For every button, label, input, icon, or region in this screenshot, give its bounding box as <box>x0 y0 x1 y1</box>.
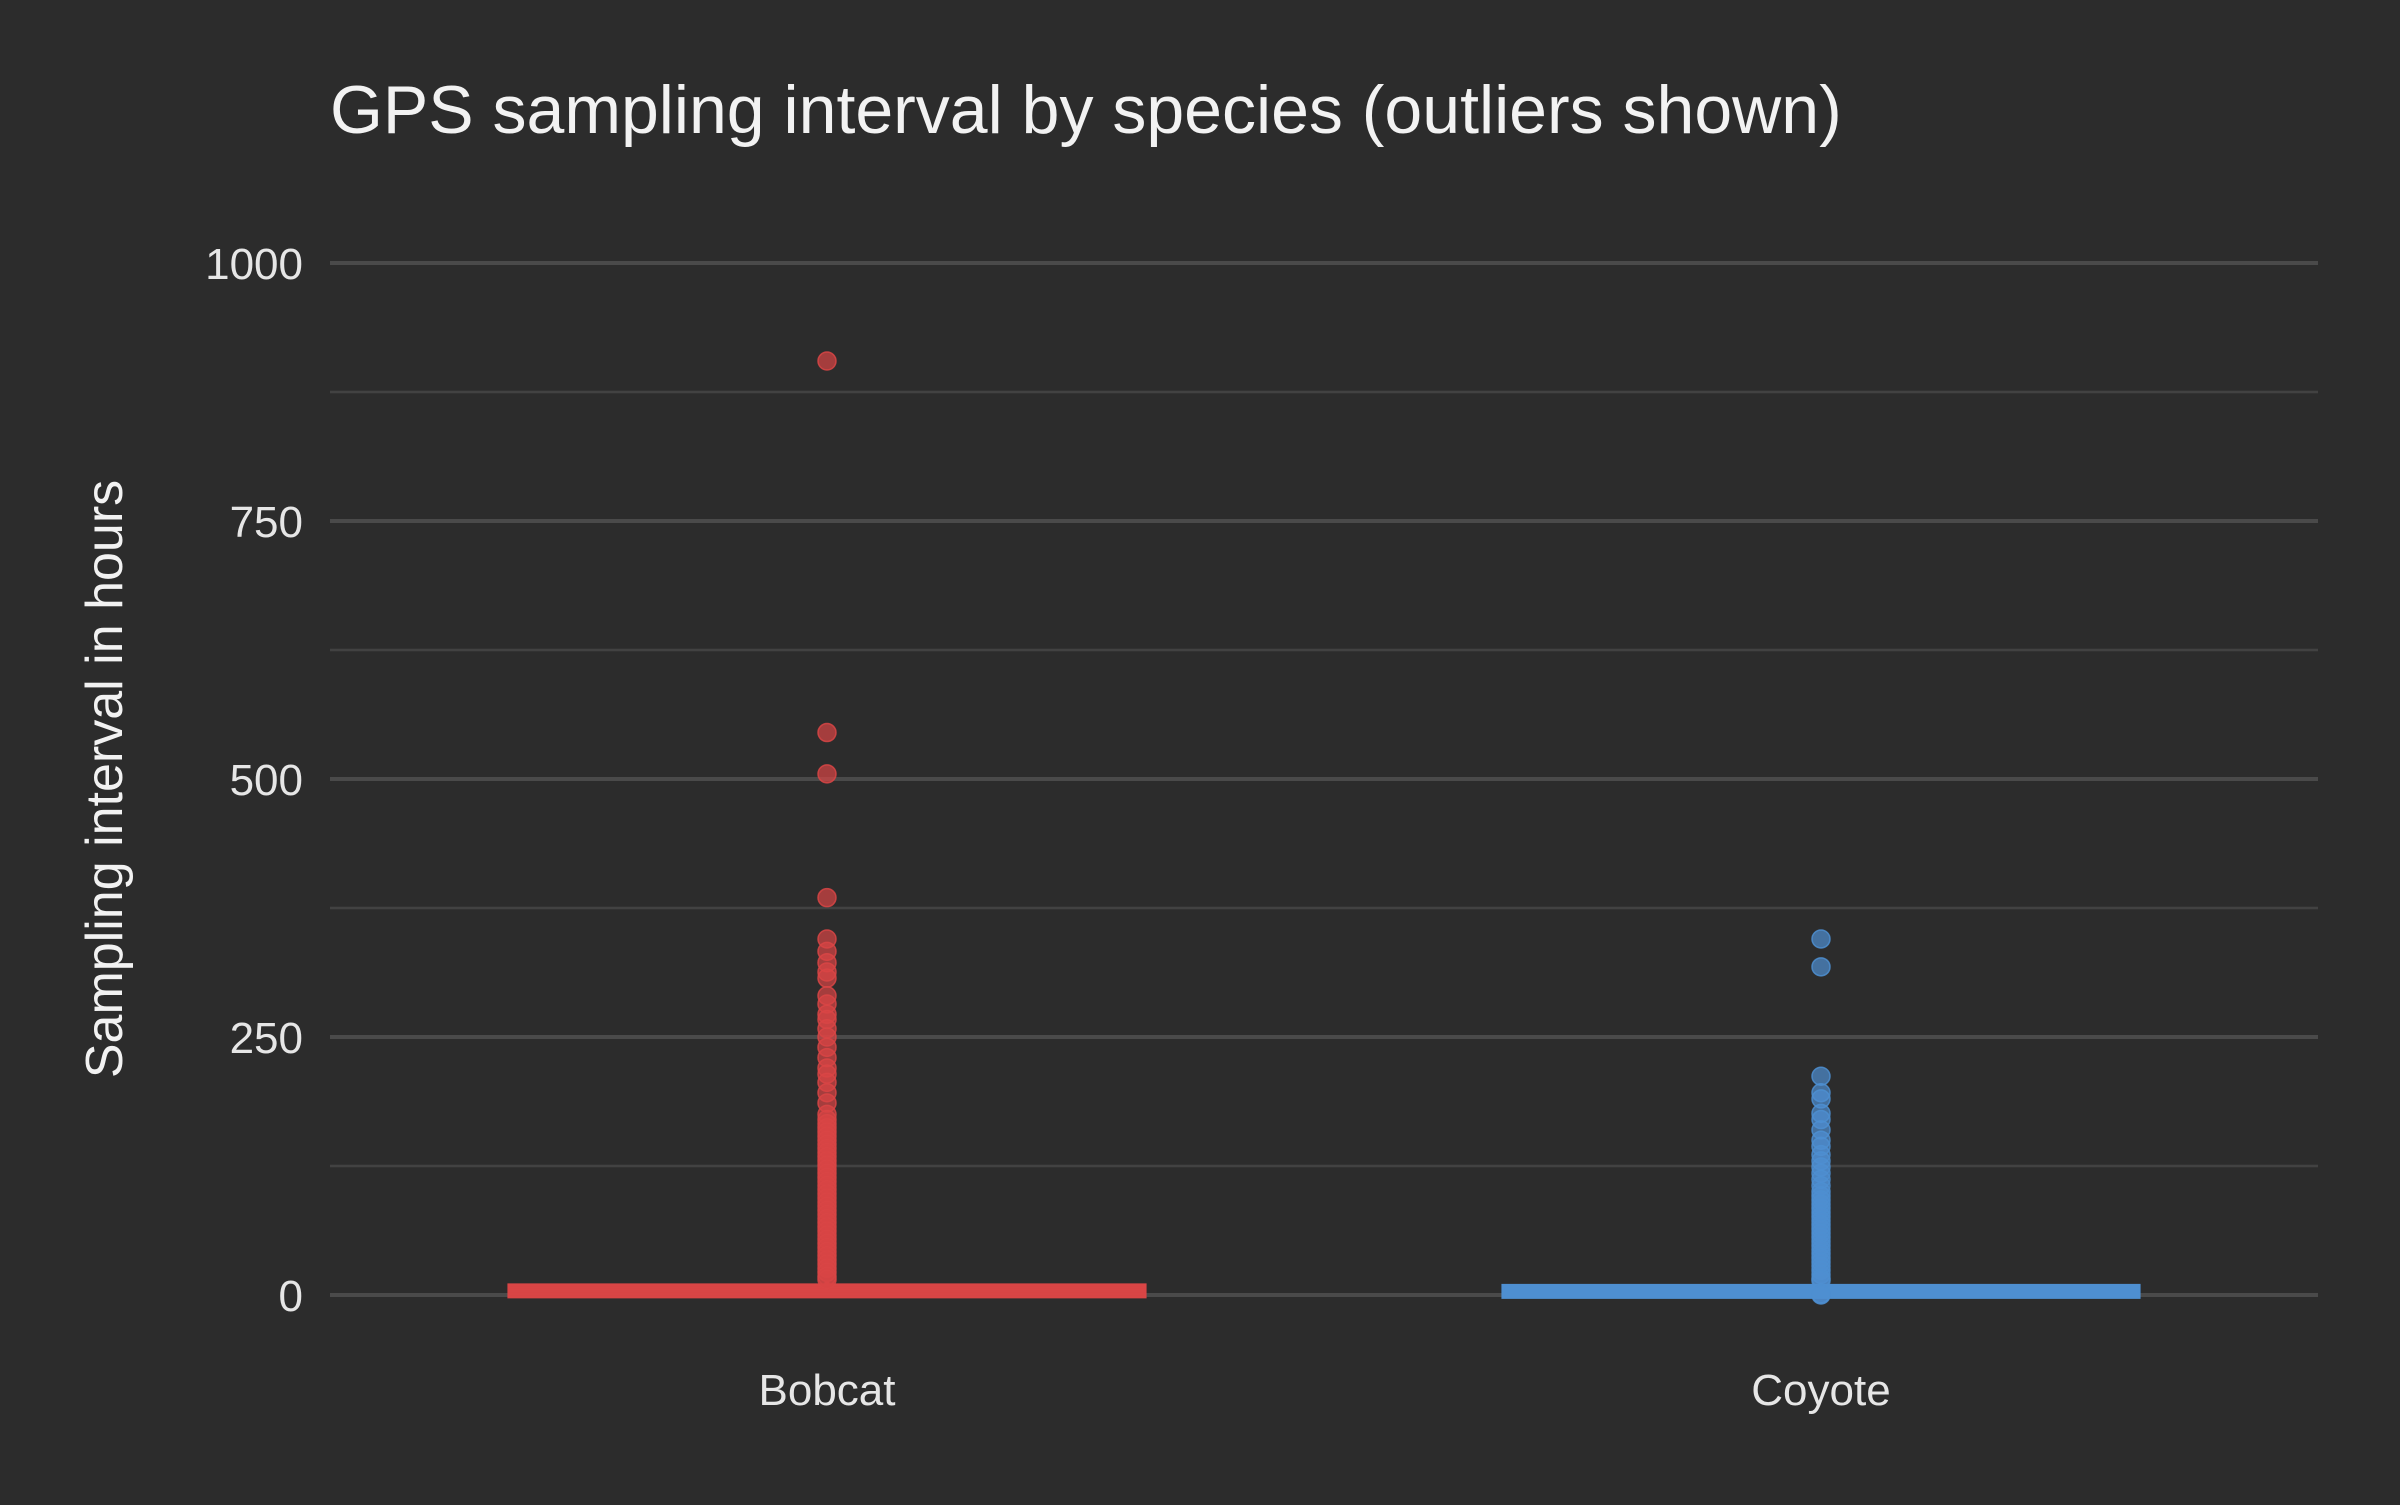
y-axis-ticks: 0 250 500 750 1000 <box>205 240 303 1321</box>
gridlines <box>330 261 2318 1297</box>
y-tick-label: 250 <box>230 1014 303 1063</box>
outlier-point <box>1811 929 1831 949</box>
outliers <box>817 351 1831 1305</box>
y-tick-label: 0 <box>279 1272 303 1321</box>
outlier-point <box>817 968 837 988</box>
x-tick-label: Coyote <box>1751 1366 1890 1415</box>
outlier-point <box>1811 1066 1831 1086</box>
x-tick-label: Bobcat <box>759 1366 896 1415</box>
outlier-point <box>817 351 837 371</box>
chart-title: GPS sampling interval by species (outlie… <box>330 72 1842 148</box>
y-tick-label: 500 <box>230 756 303 805</box>
y-axis-label: Sampling interval in hours <box>76 480 134 1078</box>
outlier-point <box>1811 957 1831 977</box>
outlier-point <box>817 722 837 743</box>
y-tick-label: 750 <box>230 498 303 547</box>
outlier-point <box>817 1269 837 1290</box>
outlier-point <box>817 764 837 784</box>
y-tick-label: 1000 <box>205 240 303 289</box>
outlier-point <box>817 887 837 908</box>
x-axis-ticks: Bobcat Coyote <box>759 1366 1891 1415</box>
outlier-point <box>1811 1285 1831 1305</box>
